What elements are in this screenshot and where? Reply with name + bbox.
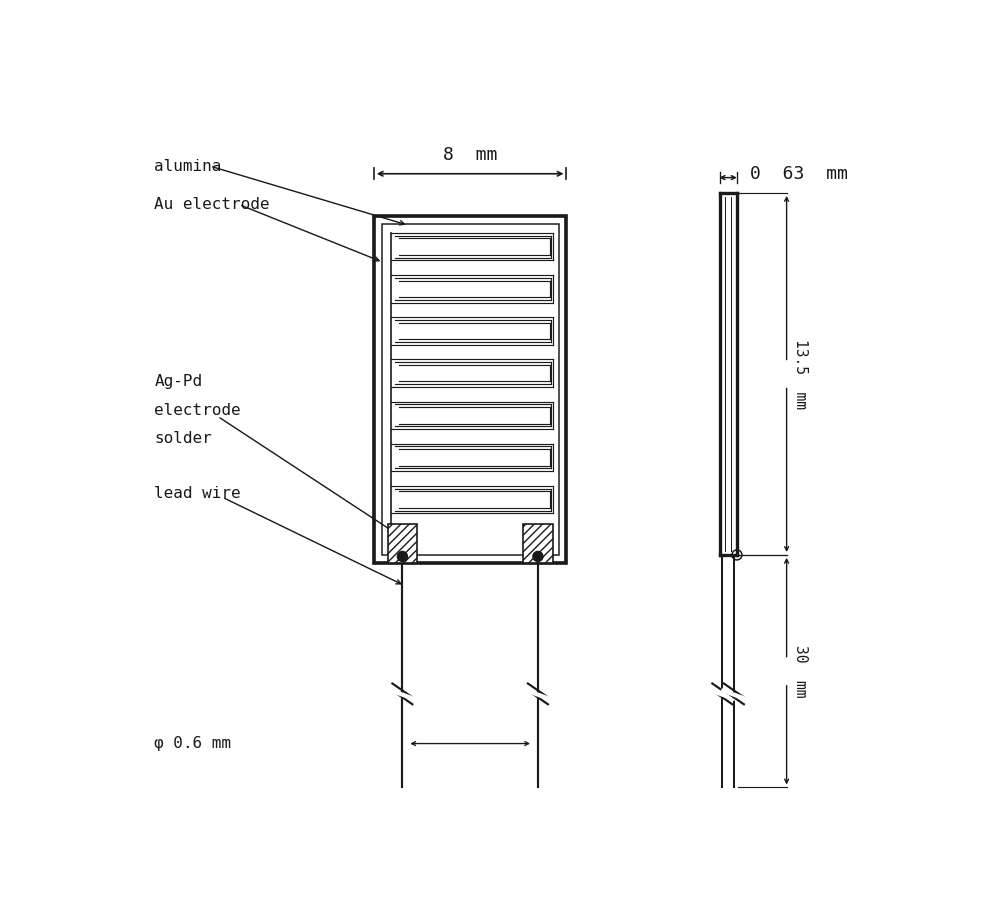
Text: 13.5  mm: 13.5 mm: [793, 339, 808, 409]
Text: φ 0.6 mm: φ 0.6 mm: [154, 736, 231, 751]
Bar: [374, 216, 566, 563]
Bar: [523, 524, 553, 563]
Bar: [382, 224, 559, 554]
Text: electrode: electrode: [154, 403, 241, 417]
Text: 0  63  mm: 0 63 mm: [750, 165, 848, 183]
Text: 8  mm: 8 mm: [443, 145, 497, 164]
Circle shape: [533, 552, 543, 562]
Text: solder: solder: [154, 431, 212, 446]
Text: alumina: alumina: [154, 158, 222, 174]
Text: Au electrode: Au electrode: [154, 197, 270, 212]
Bar: [388, 524, 417, 563]
Text: Ag-Pd: Ag-Pd: [154, 375, 203, 389]
Circle shape: [397, 552, 407, 562]
Text: 30  mm: 30 mm: [793, 644, 808, 697]
Text: lead wire: lead wire: [154, 485, 241, 501]
